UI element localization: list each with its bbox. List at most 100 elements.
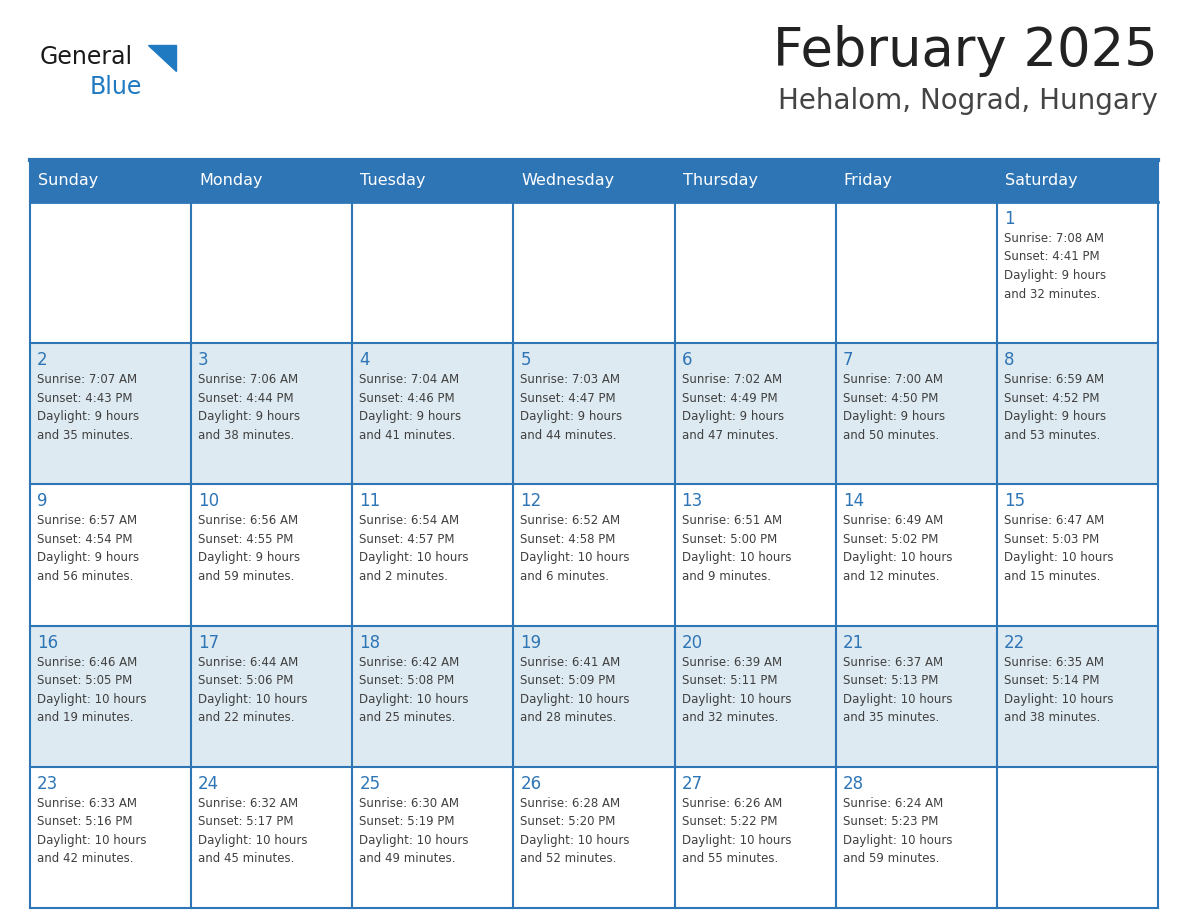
Text: Sunrise: 7:02 AM
Sunset: 4:49 PM
Daylight: 9 hours
and 47 minutes.: Sunrise: 7:02 AM Sunset: 4:49 PM Dayligh… [682, 374, 784, 442]
Text: 19: 19 [520, 633, 542, 652]
Bar [30, 343, 191, 485]
Text: 25: 25 [359, 775, 380, 793]
Text: 5: 5 [520, 352, 531, 369]
Text: Sunrise: 6:51 AM
Sunset: 5:00 PM
Daylight: 10 hours
and 9 minutes.: Sunrise: 6:51 AM Sunset: 5:00 PM Dayligh… [682, 514, 791, 583]
Text: Sunrise: 7:00 AM
Sunset: 4:50 PM
Daylight: 9 hours
and 50 minutes.: Sunrise: 7:00 AM Sunset: 4:50 PM Dayligh… [842, 374, 944, 442]
Text: Sunrise: 6:24 AM
Sunset: 5:23 PM
Daylight: 10 hours
and 59 minutes.: Sunrise: 6:24 AM Sunset: 5:23 PM Dayligh… [842, 797, 953, 866]
Text: 26: 26 [520, 775, 542, 793]
Bar [675, 485, 835, 625]
Text: Sunrise: 6:59 AM
Sunset: 4:52 PM
Daylight: 9 hours
and 53 minutes.: Sunrise: 6:59 AM Sunset: 4:52 PM Dayligh… [1004, 374, 1106, 442]
Text: Sunrise: 6:42 AM
Sunset: 5:08 PM
Daylight: 10 hours
and 25 minutes.: Sunrise: 6:42 AM Sunset: 5:08 PM Dayligh… [359, 655, 469, 724]
Text: Friday: Friday [843, 174, 892, 188]
Bar [191, 485, 353, 625]
Text: Sunrise: 6:26 AM
Sunset: 5:22 PM
Daylight: 10 hours
and 55 minutes.: Sunrise: 6:26 AM Sunset: 5:22 PM Dayligh… [682, 797, 791, 866]
Bar [835, 202, 997, 343]
Text: 24: 24 [198, 775, 220, 793]
Bar [675, 767, 835, 908]
Text: Wednesday: Wednesday [522, 174, 614, 188]
Bar [513, 202, 675, 343]
Bar [353, 343, 513, 485]
Bar [997, 625, 1158, 767]
Text: Sunrise: 6:52 AM
Sunset: 4:58 PM
Daylight: 10 hours
and 6 minutes.: Sunrise: 6:52 AM Sunset: 4:58 PM Dayligh… [520, 514, 630, 583]
Bar [675, 202, 835, 343]
Text: 10: 10 [198, 492, 220, 510]
Text: Sunrise: 6:56 AM
Sunset: 4:55 PM
Daylight: 9 hours
and 59 minutes.: Sunrise: 6:56 AM Sunset: 4:55 PM Dayligh… [198, 514, 301, 583]
Text: 27: 27 [682, 775, 702, 793]
Bar [30, 625, 191, 767]
Text: 7: 7 [842, 352, 853, 369]
Text: Thursday: Thursday [683, 174, 758, 188]
Text: Sunrise: 6:32 AM
Sunset: 5:17 PM
Daylight: 10 hours
and 45 minutes.: Sunrise: 6:32 AM Sunset: 5:17 PM Dayligh… [198, 797, 308, 866]
Bar [191, 767, 353, 908]
Bar [835, 343, 997, 485]
Text: 13: 13 [682, 492, 703, 510]
Text: Sunrise: 6:30 AM
Sunset: 5:19 PM
Daylight: 10 hours
and 49 minutes.: Sunrise: 6:30 AM Sunset: 5:19 PM Dayligh… [359, 797, 469, 866]
Bar [835, 485, 997, 625]
Text: Sunrise: 6:54 AM
Sunset: 4:57 PM
Daylight: 10 hours
and 2 minutes.: Sunrise: 6:54 AM Sunset: 4:57 PM Dayligh… [359, 514, 469, 583]
Text: 18: 18 [359, 633, 380, 652]
Text: Sunrise: 6:33 AM
Sunset: 5:16 PM
Daylight: 10 hours
and 42 minutes.: Sunrise: 6:33 AM Sunset: 5:16 PM Dayligh… [37, 797, 146, 866]
Text: 14: 14 [842, 492, 864, 510]
Text: Monday: Monday [200, 174, 263, 188]
Text: Sunrise: 6:44 AM
Sunset: 5:06 PM
Daylight: 10 hours
and 22 minutes.: Sunrise: 6:44 AM Sunset: 5:06 PM Dayligh… [198, 655, 308, 724]
Bar [191, 343, 353, 485]
Bar [30, 202, 191, 343]
Bar [513, 485, 675, 625]
Bar [835, 767, 997, 908]
Text: Tuesday: Tuesday [360, 174, 425, 188]
Bar [191, 202, 353, 343]
Text: Blue: Blue [90, 75, 143, 99]
Text: Sunrise: 6:37 AM
Sunset: 5:13 PM
Daylight: 10 hours
and 35 minutes.: Sunrise: 6:37 AM Sunset: 5:13 PM Dayligh… [842, 655, 953, 724]
Bar [997, 485, 1158, 625]
Text: Sunday: Sunday [38, 174, 99, 188]
Bar [675, 625, 835, 767]
Bar [353, 625, 513, 767]
Text: 28: 28 [842, 775, 864, 793]
Text: General: General [40, 45, 133, 69]
Bar [675, 343, 835, 485]
Bar [997, 767, 1158, 908]
Text: 4: 4 [359, 352, 369, 369]
Text: Sunrise: 6:57 AM
Sunset: 4:54 PM
Daylight: 9 hours
and 56 minutes.: Sunrise: 6:57 AM Sunset: 4:54 PM Dayligh… [37, 514, 139, 583]
Bar [513, 767, 675, 908]
Bar [513, 343, 675, 485]
Text: Sunrise: 7:08 AM
Sunset: 4:41 PM
Daylight: 9 hours
and 32 minutes.: Sunrise: 7:08 AM Sunset: 4:41 PM Dayligh… [1004, 232, 1106, 300]
Text: Sunrise: 7:06 AM
Sunset: 4:44 PM
Daylight: 9 hours
and 38 minutes.: Sunrise: 7:06 AM Sunset: 4:44 PM Dayligh… [198, 374, 301, 442]
Text: Sunrise: 6:28 AM
Sunset: 5:20 PM
Daylight: 10 hours
and 52 minutes.: Sunrise: 6:28 AM Sunset: 5:20 PM Dayligh… [520, 797, 630, 866]
Text: Sunrise: 6:47 AM
Sunset: 5:03 PM
Daylight: 10 hours
and 15 minutes.: Sunrise: 6:47 AM Sunset: 5:03 PM Dayligh… [1004, 514, 1113, 583]
Text: Sunrise: 7:03 AM
Sunset: 4:47 PM
Daylight: 9 hours
and 44 minutes.: Sunrise: 7:03 AM Sunset: 4:47 PM Dayligh… [520, 374, 623, 442]
Polygon shape [148, 45, 176, 71]
Bar [997, 343, 1158, 485]
Text: 15: 15 [1004, 492, 1025, 510]
Text: Sunrise: 7:07 AM
Sunset: 4:43 PM
Daylight: 9 hours
and 35 minutes.: Sunrise: 7:07 AM Sunset: 4:43 PM Dayligh… [37, 374, 139, 442]
Text: 1: 1 [1004, 210, 1015, 228]
Bar [191, 625, 353, 767]
Bar [997, 202, 1158, 343]
Text: 12: 12 [520, 492, 542, 510]
Text: Sunrise: 6:39 AM
Sunset: 5:11 PM
Daylight: 10 hours
and 32 minutes.: Sunrise: 6:39 AM Sunset: 5:11 PM Dayligh… [682, 655, 791, 724]
Bar [353, 485, 513, 625]
Text: 9: 9 [37, 492, 48, 510]
Bar [30, 767, 191, 908]
Text: Sunrise: 6:49 AM
Sunset: 5:02 PM
Daylight: 10 hours
and 12 minutes.: Sunrise: 6:49 AM Sunset: 5:02 PM Dayligh… [842, 514, 953, 583]
Bar [513, 625, 675, 767]
Bar [353, 767, 513, 908]
Text: 17: 17 [198, 633, 220, 652]
Text: 20: 20 [682, 633, 702, 652]
Text: 6: 6 [682, 352, 693, 369]
Text: Sunrise: 6:41 AM
Sunset: 5:09 PM
Daylight: 10 hours
and 28 minutes.: Sunrise: 6:41 AM Sunset: 5:09 PM Dayligh… [520, 655, 630, 724]
Text: Sunrise: 6:35 AM
Sunset: 5:14 PM
Daylight: 10 hours
and 38 minutes.: Sunrise: 6:35 AM Sunset: 5:14 PM Dayligh… [1004, 655, 1113, 724]
Bar [835, 625, 997, 767]
Text: 3: 3 [198, 352, 209, 369]
Text: 22: 22 [1004, 633, 1025, 652]
Text: 21: 21 [842, 633, 864, 652]
Bar [353, 202, 513, 343]
Text: Sunrise: 6:46 AM
Sunset: 5:05 PM
Daylight: 10 hours
and 19 minutes.: Sunrise: 6:46 AM Sunset: 5:05 PM Dayligh… [37, 655, 146, 724]
Text: February 2025: February 2025 [773, 25, 1158, 77]
Text: 2: 2 [37, 352, 48, 369]
Text: Saturday: Saturday [1005, 174, 1078, 188]
Text: 23: 23 [37, 775, 58, 793]
Text: 11: 11 [359, 492, 380, 510]
Bar [30, 160, 1158, 202]
Text: 8: 8 [1004, 352, 1015, 369]
